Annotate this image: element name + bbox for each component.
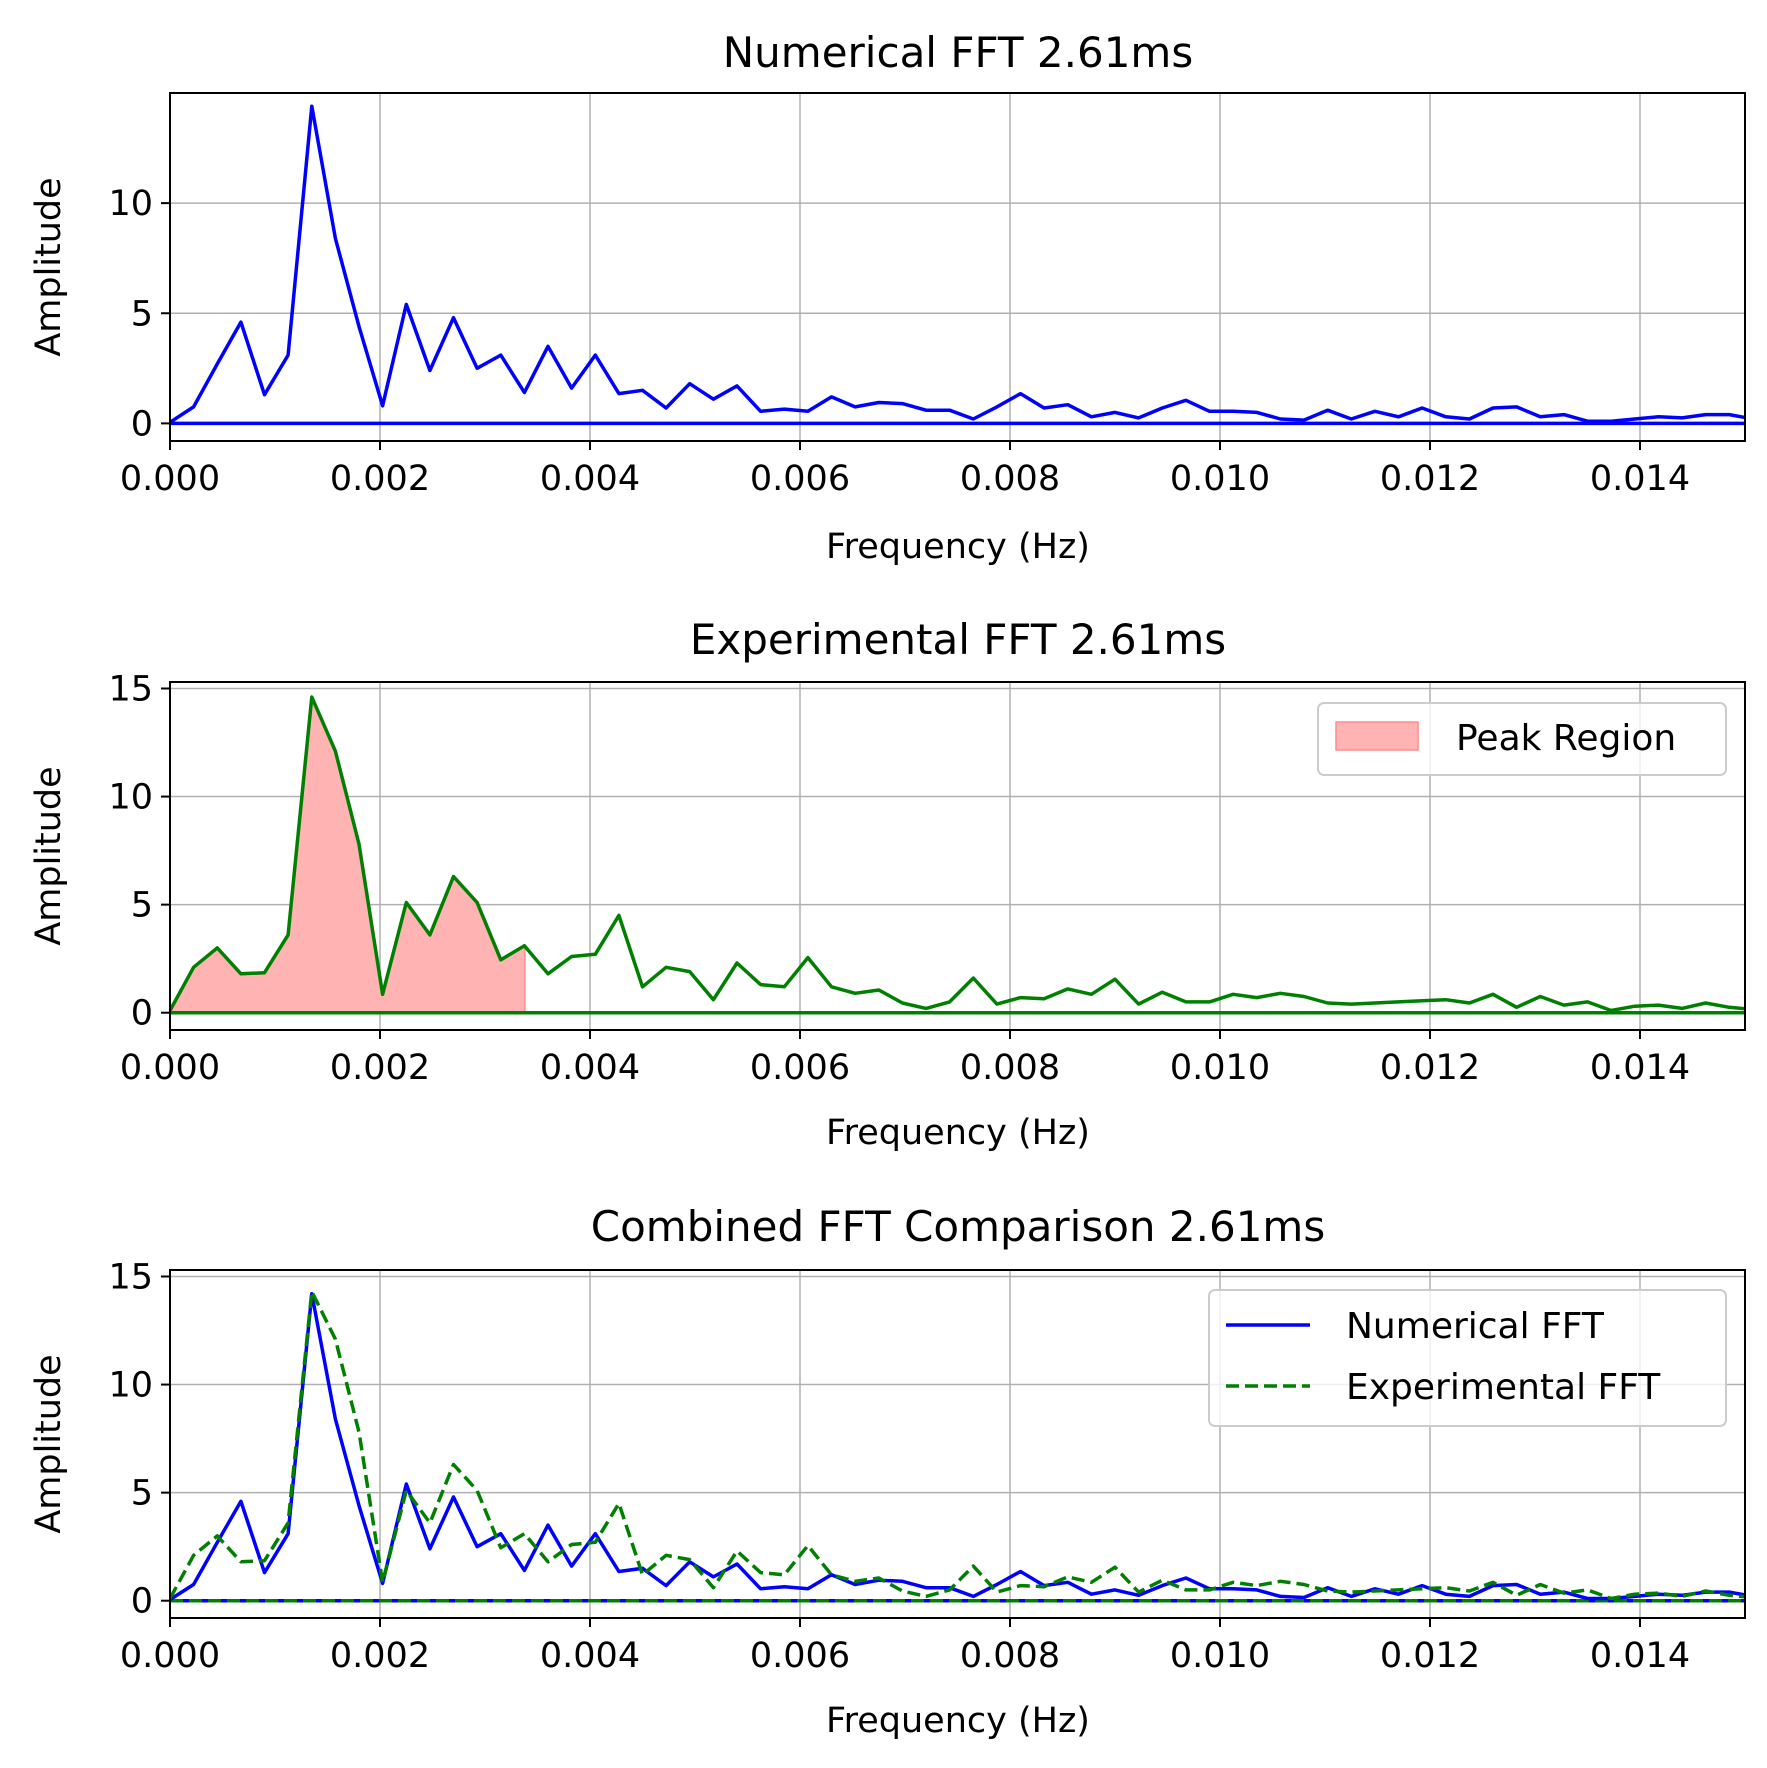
x-tick-label: 0.012 [1380,1636,1480,1676]
x-axis-label: Frequency (Hz) [826,1701,1090,1741]
x-tick-label: 0.000 [120,1048,220,1088]
legend-swatch-peak-region [1335,721,1419,751]
x-axis-label: Frequency (Hz) [826,1113,1090,1153]
legend-label: Numerical FFT [1346,1306,1605,1347]
x-tick-label: 0.000 [120,1636,220,1676]
y-tick-label: 0 [131,1582,153,1622]
y-axis-label: Amplitude [29,1354,69,1533]
x-tick-label: 0.006 [750,1048,850,1088]
x-tick-label: 0.002 [330,459,430,499]
x-tick-label: 0.010 [1170,459,1270,499]
plot-area: 0.000 0.002 0.004 0.006 0.008 0.010 0.012 0.014… [108,92,1746,499]
x-tick-label: 0.014 [1590,1048,1690,1088]
plot-area: 0.000 0.002 0.004 0.006 0.008 0.010 0.012 0.014… [108,669,1746,1088]
y-axis-label: Amplitude [29,766,69,945]
x-tick-label: 0.000 [120,459,220,499]
x-tick-label: 0.010 [1170,1048,1270,1088]
y-tick-label: 5 [131,294,153,334]
plot-area: 0.000 0.002 0.004 0.006 0.008 0.010 0.012 0.014… [108,1257,1746,1676]
x-axis-label: Frequency (Hz) [826,527,1090,567]
x-tick-label: 0.006 [750,459,850,499]
legend: Numerical FFT Experimental FFT [1208,1289,1727,1427]
y-axis-label: Amplitude [29,177,69,356]
y-tick-label: 0 [131,994,153,1034]
legend-label: Peak Region [1456,718,1676,759]
series-line-0 [170,104,1745,424]
panel-title: Experimental FFT 2.61ms [690,615,1226,664]
y-tick-label: 5 [131,886,153,926]
x-tick-label: 0.004 [540,459,640,499]
x-tick-label: 0.012 [1380,459,1480,499]
legend-frame [1317,702,1727,776]
axes-frame [169,92,1746,442]
x-tick-label: 0.014 [1590,459,1690,499]
legend-label: Experimental FFT [1346,1367,1661,1408]
axes-frame [169,681,1746,1031]
numerical-fft-panel: Numerical FFT 2.61ms Frequency (Hz) Ampl… [29,28,1746,567]
x-tick-label: 0.012 [1380,1048,1480,1088]
x-tick-label: 0.014 [1590,1636,1690,1676]
panel-title: Numerical FFT 2.61ms [723,28,1193,77]
x-tick-label: 0.002 [330,1048,430,1088]
x-tick-label: 0.008 [960,1048,1060,1088]
series-line-0 [170,695,1745,1013]
x-tick-label: 0.010 [1170,1636,1270,1676]
series-line-experimental-fft [170,1289,1745,1601]
panel-title: Combined FFT Comparison 2.61ms [591,1202,1325,1251]
experimental-fft-panel: Experimental FFT 2.61ms Frequency (Hz) A… [29,615,1746,1153]
x-tick-label: 0.002 [330,1636,430,1676]
y-tick-label: 10 [108,1366,153,1406]
y-tick-label: 5 [131,1474,153,1514]
series-line-numerical-fft [170,1292,1745,1602]
x-tick-label: 0.008 [960,1636,1060,1676]
y-tick-label: 0 [131,404,153,444]
x-tick-label: 0.004 [540,1048,640,1088]
axes-frame [169,1269,1746,1619]
y-tick-label: 15 [108,669,153,709]
x-tick-label: 0.006 [750,1636,850,1676]
combined-fft-panel: Combined FFT Comparison 2.61ms Frequency… [29,1202,1746,1741]
legend-frame [1208,1289,1727,1427]
x-tick-label: 0.004 [540,1636,640,1676]
legend: Peak Region [1317,702,1727,776]
y-tick-label: 10 [108,778,153,818]
x-tick-label: 0.008 [960,459,1060,499]
y-tick-label: 10 [108,184,153,224]
y-tick-label: 15 [108,1257,153,1297]
